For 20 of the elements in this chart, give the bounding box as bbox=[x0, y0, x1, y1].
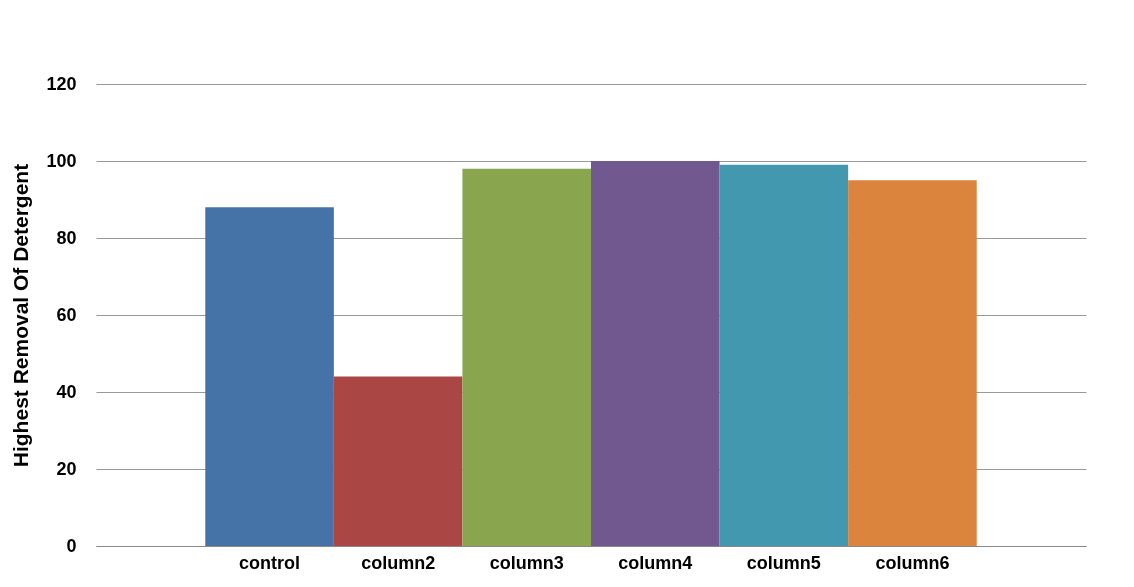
x-tick-label: column6 bbox=[875, 552, 950, 573]
y-tick-label: 60 bbox=[56, 304, 77, 325]
y-tick-label: 80 bbox=[56, 227, 77, 248]
bar bbox=[205, 207, 334, 546]
bar bbox=[719, 164, 849, 546]
y-tick-label: 120 bbox=[46, 73, 77, 94]
bar bbox=[591, 161, 720, 546]
x-tick-label: column4 bbox=[618, 552, 693, 573]
bar bbox=[462, 168, 591, 546]
x-tick-label: column2 bbox=[361, 552, 436, 573]
x-tick-label: control bbox=[239, 552, 301, 573]
y-tick-label: 40 bbox=[56, 381, 77, 402]
x-tick-label: column5 bbox=[746, 552, 821, 573]
y-axis-title: Highest Removal Of Detergent bbox=[9, 163, 33, 468]
bar bbox=[333, 376, 463, 546]
y-tick-label: 100 bbox=[46, 150, 77, 171]
bar bbox=[848, 180, 977, 546]
y-tick-label: 20 bbox=[56, 458, 77, 479]
y-tick-label: 0 bbox=[66, 535, 77, 556]
x-tick-label: column3 bbox=[489, 552, 564, 573]
